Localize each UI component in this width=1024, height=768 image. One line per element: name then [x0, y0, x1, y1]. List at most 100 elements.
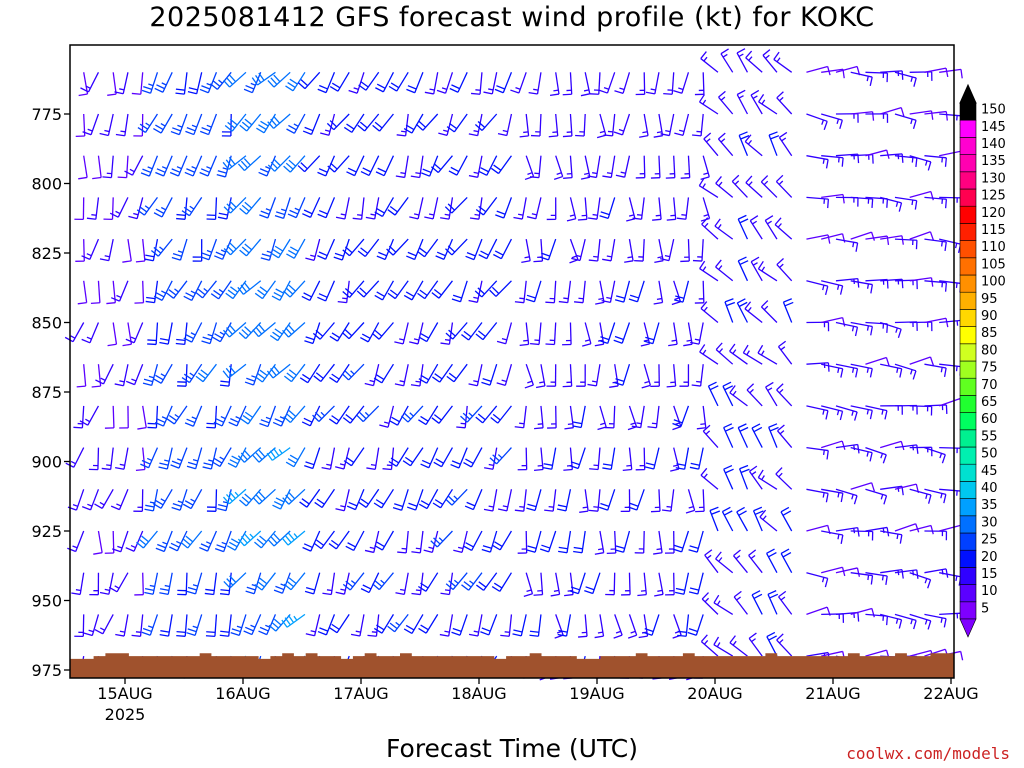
wind-barb	[762, 49, 778, 73]
barb-shaft	[148, 155, 159, 177]
wind-barb	[635, 72, 646, 96]
wind-barb	[375, 72, 395, 93]
barb-feather	[600, 336, 610, 341]
barb-half-feather	[603, 87, 609, 90]
barb-feather	[223, 248, 231, 256]
wind-barb	[688, 572, 704, 595]
barb-half-feather	[176, 540, 182, 545]
barb-feather	[125, 338, 135, 344]
barb-feather	[71, 592, 81, 596]
wind-barb	[469, 197, 483, 220]
barb-feather	[563, 468, 573, 471]
barb-half-feather	[457, 546, 464, 550]
wind-barb	[471, 72, 483, 95]
barb-feather	[481, 381, 491, 386]
barb-feather	[176, 213, 186, 216]
wind-barb	[782, 298, 794, 323]
y-tick-label: 925	[31, 522, 62, 541]
wind-barb	[924, 317, 949, 328]
wind-barb	[556, 489, 572, 512]
barb-feather	[494, 541, 503, 548]
wind-barb	[490, 405, 512, 424]
barb-feather	[391, 416, 400, 423]
barb-feather	[186, 465, 196, 470]
barb-feather	[273, 158, 281, 167]
wind-barb	[397, 530, 409, 554]
wind-barb	[159, 322, 173, 345]
barb-half-feather	[190, 332, 196, 336]
barb-shaft	[835, 405, 858, 413]
barb-feather	[78, 176, 88, 180]
barb-shaft	[497, 405, 512, 424]
wind-barb	[738, 464, 750, 490]
barb-feather	[201, 340, 211, 345]
wind-barb	[387, 280, 409, 300]
barb-half-feather	[924, 619, 928, 625]
barb-feather	[217, 507, 227, 512]
wind-barb	[672, 405, 690, 428]
barb-shaft	[758, 101, 778, 115]
barb-feather	[615, 295, 626, 299]
barb-feather	[465, 255, 475, 261]
barb-half-feather	[235, 416, 241, 420]
wind-barb	[158, 447, 173, 470]
wind-barb	[523, 572, 534, 597]
barb-half-feather	[779, 263, 784, 268]
barb-shaft	[83, 72, 89, 95]
barb-feather	[231, 455, 240, 461]
barb-feather	[543, 463, 553, 466]
wind-barb	[580, 155, 591, 180]
wind-barb	[93, 530, 103, 555]
barb-feather	[645, 91, 655, 95]
wind-barb	[102, 155, 114, 179]
barb-shaft	[621, 322, 631, 344]
barb-feather	[357, 250, 366, 258]
wind-barb	[346, 155, 365, 177]
barb-half-feather	[72, 545, 78, 549]
wind-barb	[297, 155, 321, 173]
barb-feather	[252, 497, 260, 505]
wind-barb	[806, 446, 829, 460]
barb-feather	[373, 377, 383, 384]
barb-feather	[885, 575, 888, 585]
barb-half-feather	[749, 388, 754, 394]
barb-half-feather	[627, 256, 633, 259]
wind-barb	[352, 197, 365, 220]
barb-feather	[480, 250, 489, 256]
barb-half-feather	[702, 266, 707, 272]
barb-shaft	[471, 530, 483, 551]
barb-shaft	[715, 266, 734, 282]
barb-feather	[464, 505, 474, 511]
barb-feather	[718, 90, 726, 98]
barb-shaft	[214, 405, 218, 428]
barb-shaft	[909, 155, 932, 163]
barb-half-feather	[732, 349, 737, 355]
barb-feather	[397, 551, 407, 554]
barb-shaft	[268, 238, 277, 261]
barb-shaft	[349, 280, 365, 298]
barb-feather	[303, 209, 313, 215]
barb-feather	[259, 168, 269, 173]
barb-feather	[318, 293, 328, 298]
barb-feather	[302, 546, 312, 552]
barb-feather	[900, 441, 905, 451]
wind-barb	[599, 197, 616, 220]
wind-barb	[356, 405, 380, 423]
barb-feather	[524, 384, 534, 389]
wind-barb	[766, 548, 778, 574]
barb-shaft	[909, 613, 931, 622]
barb-feather	[110, 505, 120, 511]
barb-half-feather	[160, 123, 166, 127]
wind-barb	[478, 155, 498, 176]
wind-barb	[358, 488, 380, 508]
wind-barb	[445, 238, 468, 256]
barb-feather	[273, 291, 283, 298]
barb-feather	[927, 494, 932, 504]
barb-shaft	[567, 280, 572, 303]
wind-barb	[768, 131, 780, 156]
barb-feather	[374, 121, 383, 129]
barb-feather	[742, 344, 749, 354]
barb-feather	[237, 538, 245, 547]
barb-shaft	[425, 572, 439, 592]
barb-feather	[434, 499, 444, 506]
